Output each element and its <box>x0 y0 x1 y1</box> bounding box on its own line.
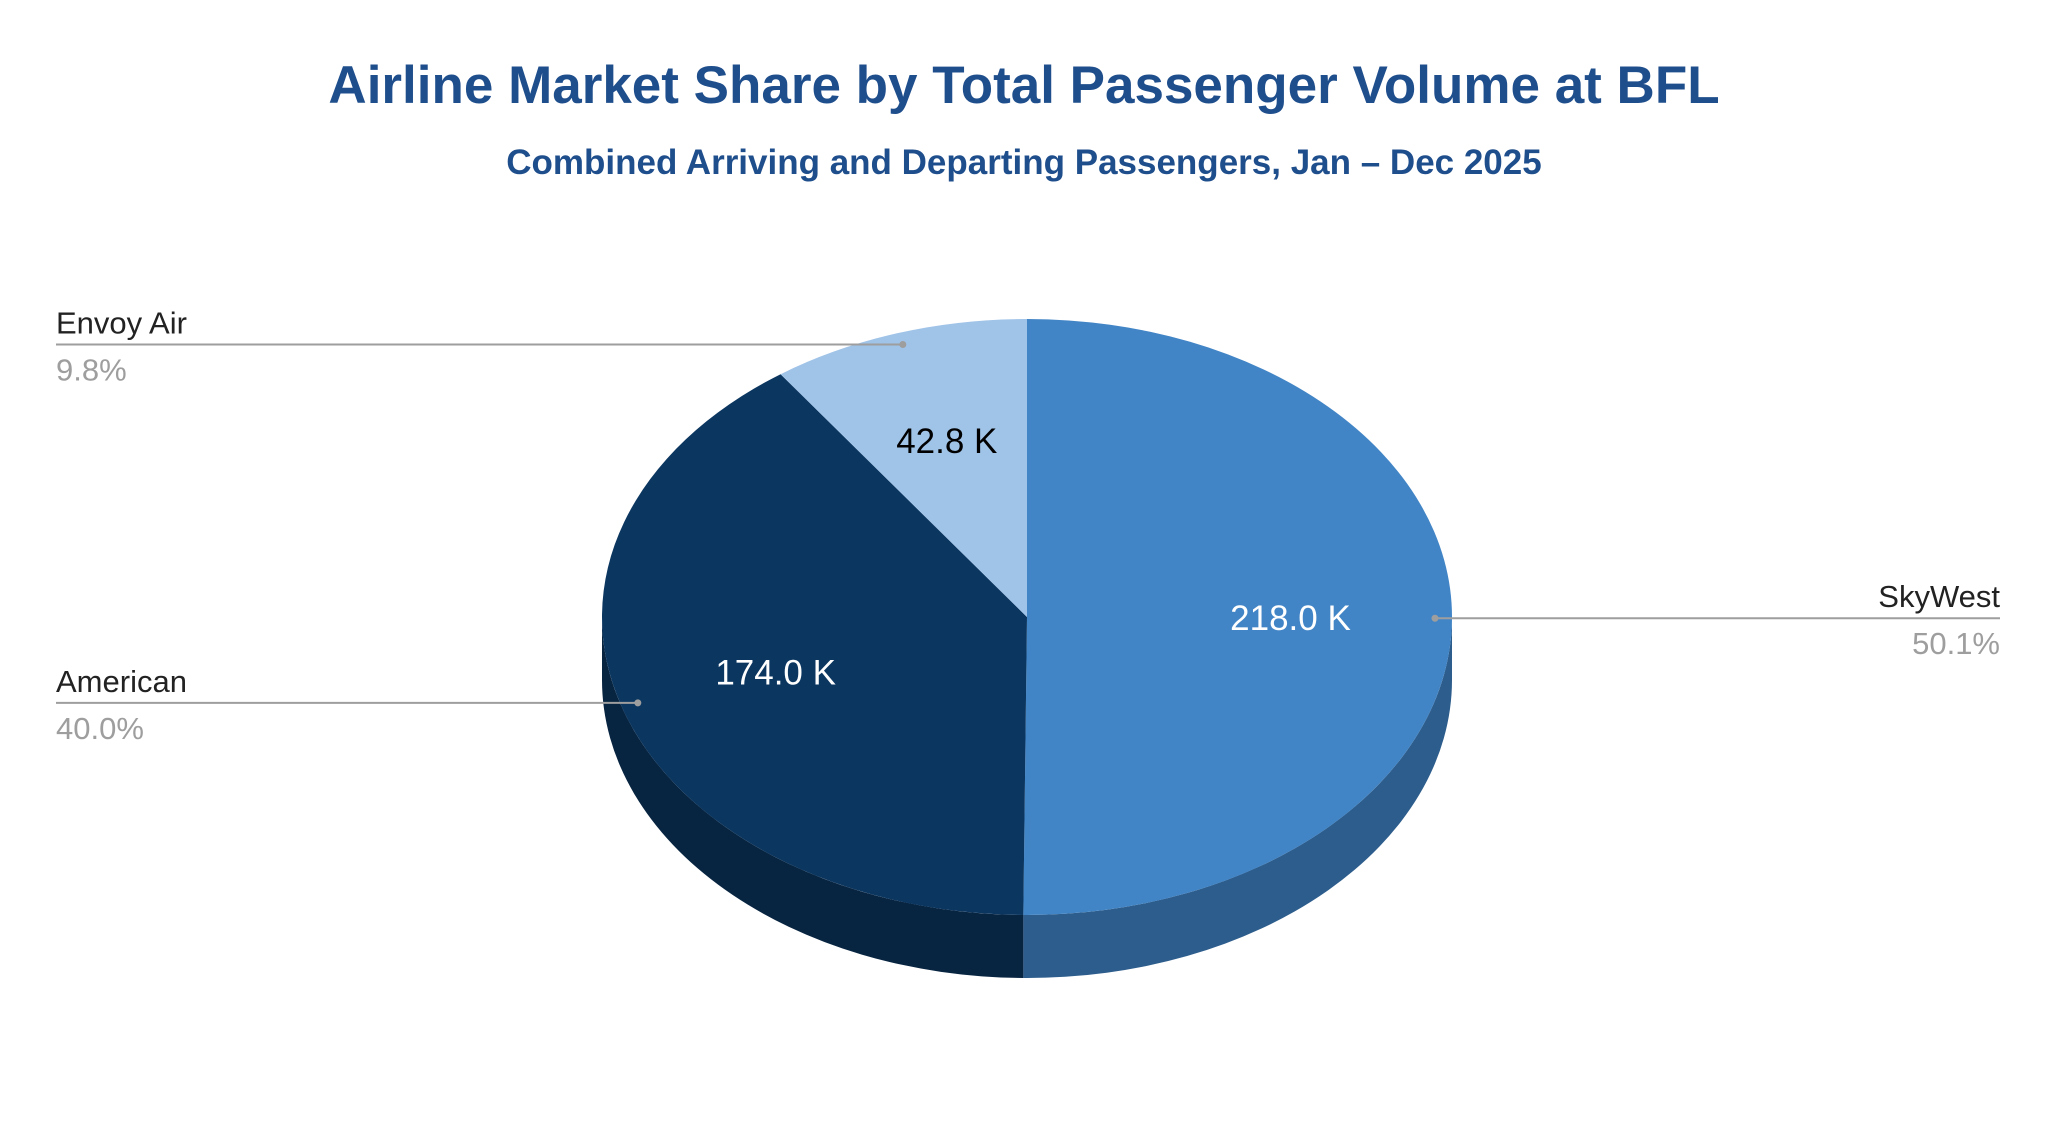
chart-subtitle: Combined Arriving and Departing Passenge… <box>506 143 1542 182</box>
pie-side-american <box>602 617 1024 978</box>
chart-title: Airline Market Share by Total Passenger … <box>328 56 1720 115</box>
pie-slice-american <box>602 374 1027 915</box>
pie-sides <box>602 617 1452 978</box>
slice-percent-label-skywest: 50.1% <box>1912 626 2000 661</box>
slice-name-label-skywest: SkyWest <box>1878 579 2000 614</box>
value-label-american: 174.0 K <box>715 653 836 692</box>
leader-dot-envoy-air <box>899 340 907 348</box>
pie-leaders <box>56 340 2000 707</box>
pie-slice-envoy-air <box>780 319 1027 617</box>
value-label-envoy-air: 42.8 K <box>896 422 997 461</box>
value-label-skywest: 218.0 K <box>1230 599 1351 638</box>
pie-slice-skywest <box>1023 319 1453 915</box>
leader-dot-american <box>634 699 642 707</box>
slice-percent-label-american: 40.0% <box>56 711 144 746</box>
pie-tops <box>602 319 1453 915</box>
leader-dot-skywest <box>1431 614 1439 622</box>
pie-side-skywest <box>1023 617 1452 978</box>
slice-percent-label-envoy-air: 9.8% <box>56 352 127 387</box>
slice-name-label-american: American <box>56 664 187 699</box>
slice-name-label-envoy-air: Envoy Air <box>56 305 187 340</box>
pie-labels: 218.0 K SkyWest 50.1% 174.0 K American 40.0% 4… <box>56 305 2000 745</box>
